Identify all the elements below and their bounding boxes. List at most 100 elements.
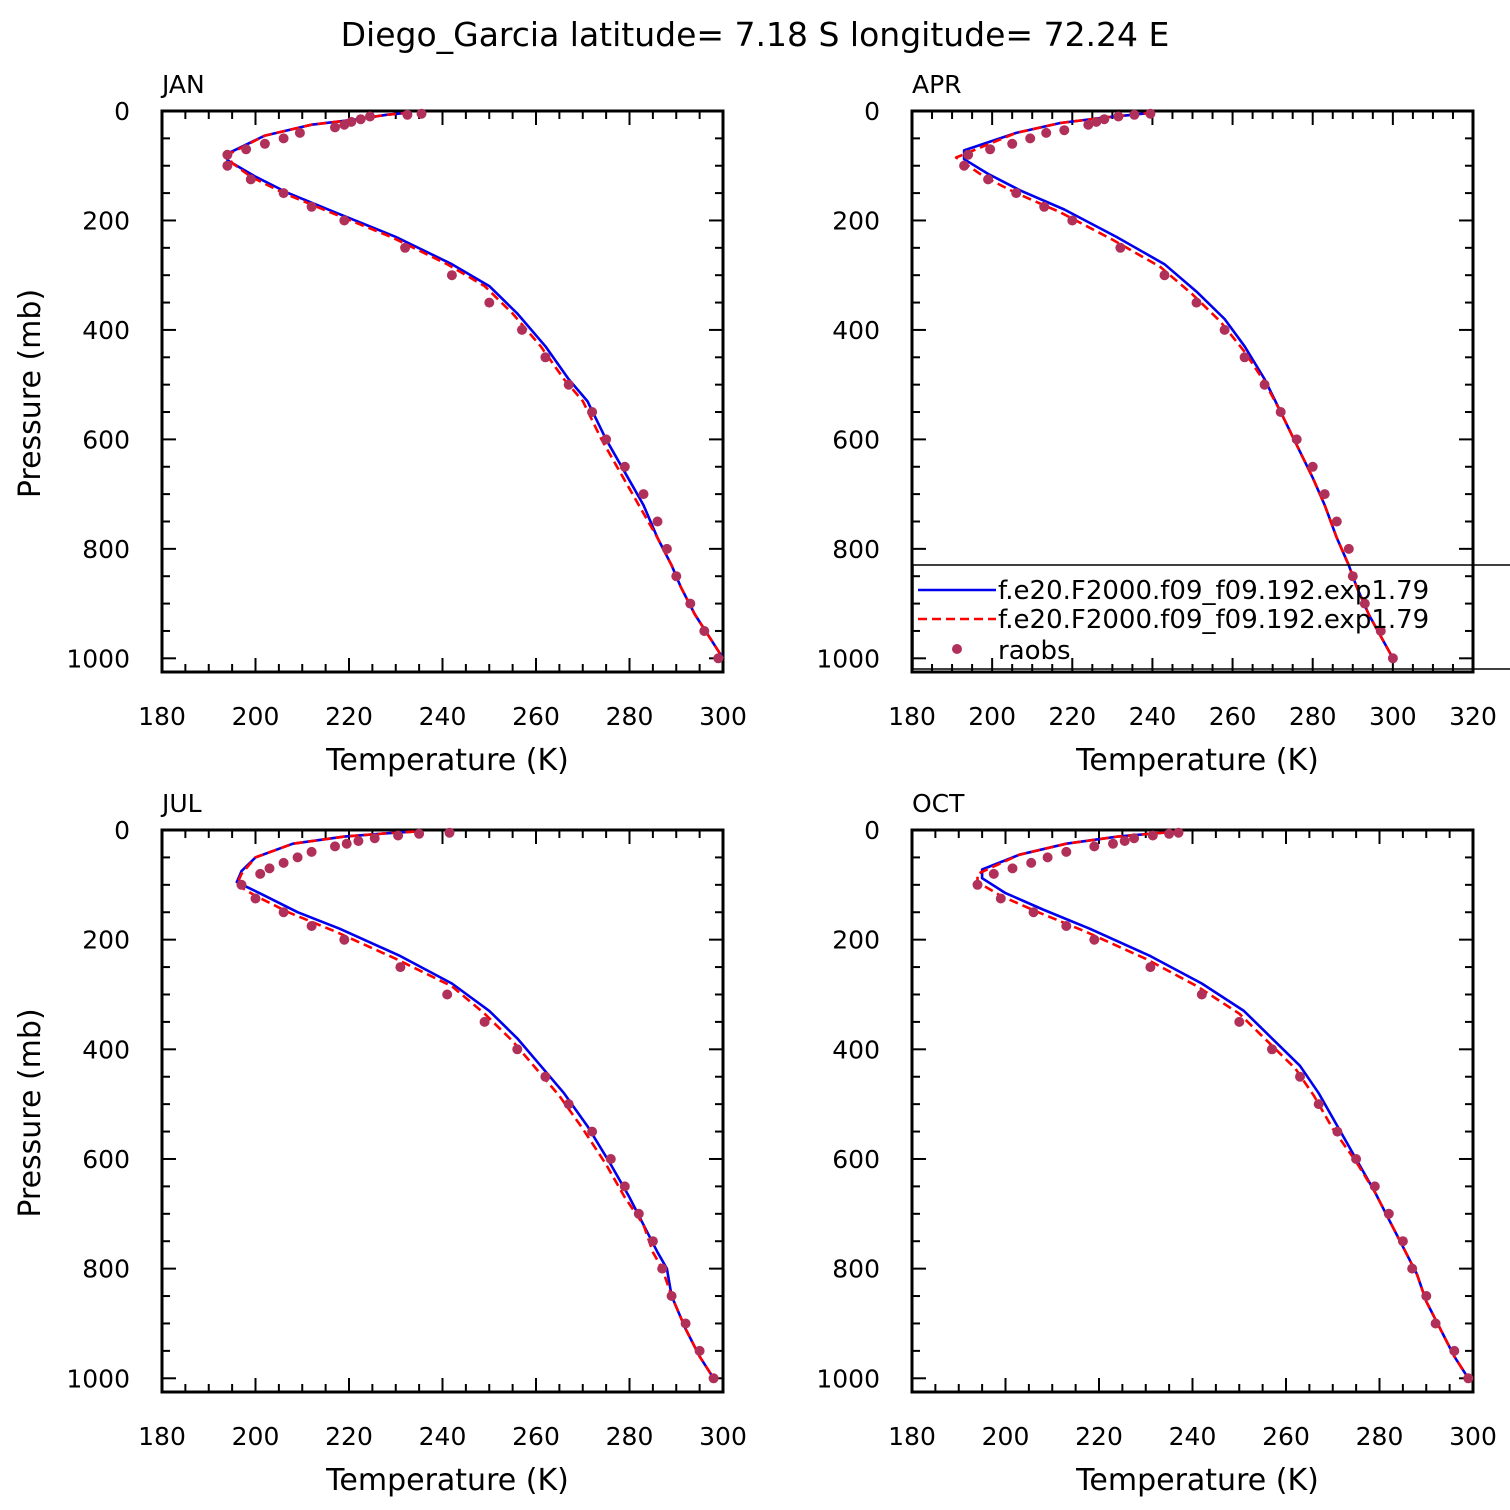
raobs-point — [699, 626, 710, 636]
x-tick-label: 320 — [1449, 702, 1497, 731]
panel-title: JAN — [160, 70, 205, 99]
raobs-point — [442, 989, 453, 1000]
raobs-point — [713, 653, 724, 664]
raobs-point — [245, 174, 256, 185]
x-tick-label: 180 — [138, 702, 186, 731]
raobs-point — [306, 846, 317, 857]
raobs-point — [601, 434, 612, 445]
raobs-point — [402, 109, 413, 120]
series-line-solid — [980, 830, 1470, 1380]
raobs-point — [236, 879, 247, 890]
y-tick-label: 1000 — [66, 1364, 130, 1393]
series-line-dashed — [226, 111, 725, 660]
raobs-point — [222, 160, 233, 171]
y-tick-label: 800 — [832, 535, 880, 564]
legend-marker — [952, 644, 962, 654]
raobs-point — [1191, 297, 1202, 308]
raobs-point — [587, 1126, 598, 1137]
raobs-point — [1067, 215, 1078, 226]
x-tick-label: 280 — [1356, 1422, 1404, 1451]
raobs-point — [444, 827, 455, 838]
raobs-point — [657, 1263, 668, 1274]
y-tick-label: 400 — [82, 316, 130, 345]
raobs-point — [339, 934, 350, 945]
raobs-point — [619, 1181, 630, 1192]
raobs-point — [278, 857, 289, 868]
raobs-point — [1421, 1291, 1432, 1301]
raobs-point — [652, 516, 663, 527]
raobs-point — [1369, 1181, 1380, 1192]
x-tick-label: 280 — [606, 1422, 654, 1451]
series-line-dashed — [954, 111, 1395, 659]
raobs-point — [959, 160, 970, 171]
raobs-point — [278, 188, 289, 199]
y-axis-label: Pressure (mb) — [13, 289, 48, 498]
x-tick-label: 180 — [888, 1422, 936, 1451]
x-tick-label: 200 — [982, 1422, 1030, 1451]
y-tick-label: 800 — [82, 1255, 130, 1284]
raobs-point — [1387, 653, 1398, 664]
raobs-point — [563, 1099, 574, 1110]
raobs-point — [1099, 114, 1110, 125]
raobs-point — [1028, 907, 1039, 918]
legend-label: f.e20.F2000.f09_f09.192.exp1.79 — [998, 605, 1429, 635]
raobs-point — [708, 1373, 719, 1384]
legend-label: f.e20.F2000.f09_f09.192.exp1.79 — [998, 576, 1429, 606]
series-line-dashed — [976, 830, 1470, 1380]
x-tick-label: 200 — [232, 1422, 280, 1451]
raobs-point — [605, 1154, 616, 1164]
series-line-solid — [226, 111, 725, 660]
raobs-point — [1347, 571, 1358, 582]
y-tick-label: 600 — [82, 425, 130, 454]
figure-title: Diego_Garcia latitude= 7.18 S longitude=… — [341, 15, 1170, 54]
raobs-point — [988, 868, 999, 879]
x-tick-label: 240 — [419, 1422, 467, 1451]
raobs-point — [278, 907, 289, 918]
y-tick-label: 200 — [832, 206, 880, 235]
raobs-point — [1259, 379, 1270, 390]
raobs-point — [1041, 127, 1052, 138]
y-tick-label: 200 — [82, 206, 130, 235]
raobs-point — [353, 836, 364, 846]
raobs-point — [1407, 1263, 1418, 1274]
panel-oct: OCT 180 200 220 240 260 280 300 0 200 400 600 800 100… — [816, 789, 1496, 1498]
raobs-point — [1332, 1126, 1343, 1137]
x-tick-label: 260 — [512, 1422, 560, 1451]
y-tick-label: 1000 — [816, 644, 880, 673]
raobs-point — [1145, 108, 1156, 119]
raobs-point — [647, 1236, 658, 1247]
raobs-point — [633, 1208, 644, 1219]
raobs-point — [1039, 201, 1050, 212]
y-tick-label: 0 — [114, 97, 130, 126]
raobs-point — [1129, 833, 1140, 844]
y-tick-label: 800 — [82, 535, 130, 564]
x-tick-label: 180 — [888, 702, 936, 731]
raobs-point — [1449, 1345, 1460, 1356]
raobs-point — [963, 149, 974, 160]
raobs-point — [1042, 852, 1053, 863]
raobs-point — [985, 144, 996, 155]
raobs-point — [1091, 116, 1102, 127]
y-tick-label: 200 — [832, 926, 880, 955]
raobs-point — [1275, 407, 1286, 417]
raobs-point — [479, 1016, 490, 1027]
raobs-point — [1011, 188, 1022, 199]
raobs-point — [680, 1318, 691, 1329]
raobs-point — [1083, 119, 1094, 130]
y-tick-label: 0 — [864, 97, 880, 126]
y-axis-label: Pressure (mb) — [13, 1008, 48, 1217]
raobs-point — [1025, 133, 1036, 144]
x-tick-label: 280 — [1289, 702, 1337, 731]
y-tick-label: 0 — [864, 816, 880, 845]
raobs-point — [563, 379, 574, 390]
raobs-point — [294, 127, 305, 138]
raobs-point — [241, 144, 252, 155]
raobs-point — [587, 407, 598, 417]
raobs-point — [330, 122, 340, 133]
x-tick-label: 220 — [325, 1422, 373, 1451]
raobs-point — [619, 461, 630, 472]
raobs-point — [1234, 1016, 1245, 1027]
y-tick-label: 0 — [114, 816, 130, 845]
raobs-point — [1007, 138, 1018, 149]
